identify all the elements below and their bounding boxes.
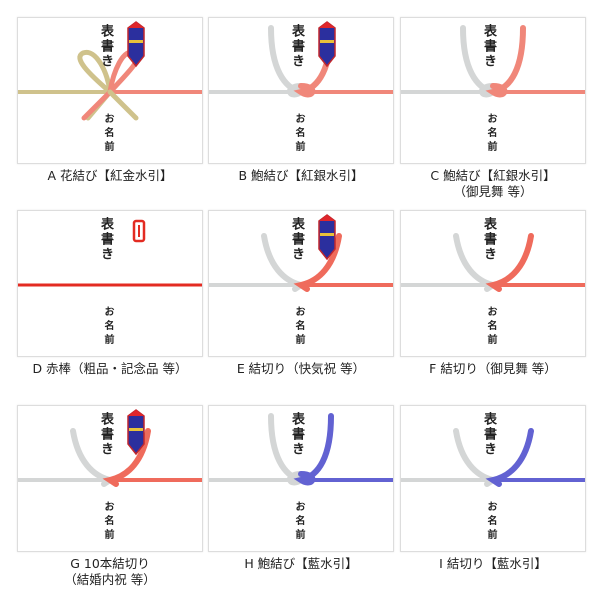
name-label: お名前	[293, 306, 304, 348]
name-label: お名前	[293, 501, 304, 543]
noshi-option-g[interactable]: 表書きお名前 G 10本結切り （結婚内祝 等）	[17, 405, 203, 588]
mizuhiki-cord	[18, 409, 202, 487]
omotegaki-label: 表書き	[289, 24, 304, 69]
noshi-preview: 表書き お名前	[17, 405, 203, 552]
name-label: お名前	[102, 501, 113, 543]
caption-main: A 花結び【紅金水引】	[47, 168, 173, 183]
caption-main: E 結切り（快気祝 等）	[236, 361, 366, 376]
caption-sub: （御見舞 等）	[453, 184, 533, 199]
noshi-ornament-icon	[127, 21, 145, 68]
noshi-option-e[interactable]: 表書きお名前 E 結切り（快気祝 等）	[208, 210, 394, 377]
noshi-option-a[interactable]: 表書きお名前 A 花結び【紅金水引】	[17, 17, 203, 184]
mizuhiki-cord	[401, 25, 585, 98]
noshi-preview: 表書き お名前	[208, 210, 394, 357]
mizuhiki-cord	[209, 21, 393, 98]
omotegaki-label: 表書き	[98, 24, 113, 69]
noshi-stamp-icon	[132, 219, 146, 243]
caption-main: B 鮑結び【紅銀水引】	[238, 168, 364, 183]
omotegaki-label: 表書き	[481, 412, 496, 457]
noshi-ornament-icon	[318, 214, 336, 261]
noshi-option-d[interactable]: 表書きお名前 D 赤棒（粗品・記念品 等）	[17, 210, 203, 377]
noshi-preview: 表書き お名前	[208, 405, 394, 552]
noshi-ornament-icon	[127, 409, 145, 456]
omotegaki-label: 表書き	[481, 217, 496, 262]
noshi-preview: 表書き お名前	[400, 210, 586, 357]
caption-main: G 10本結切り	[70, 556, 150, 571]
omotegaki-label: 表書き	[289, 217, 304, 262]
noshi-caption: B 鮑結び【紅銀水引】	[208, 168, 394, 184]
noshi-option-i[interactable]: 表書きお名前 I 結切り【藍水引】	[400, 405, 586, 572]
caption-main: D 赤棒（粗品・記念品 等）	[32, 361, 188, 376]
name-label: お名前	[102, 113, 113, 155]
name-label: お名前	[485, 306, 496, 348]
noshi-caption: H 鮑結び【藍水引】	[208, 556, 394, 572]
noshi-caption: C 鮑結び【紅銀水引】 （御見舞 等）	[400, 168, 586, 200]
caption-sub: （結婚内祝 等）	[64, 572, 156, 587]
name-label: お名前	[485, 113, 496, 155]
mizuhiki-cord	[18, 219, 202, 287]
noshi-caption: E 結切り（快気祝 等）	[208, 361, 394, 377]
noshi-option-h[interactable]: 表書きお名前 H 鮑結び【藍水引】	[208, 405, 394, 572]
omotegaki-label: 表書き	[98, 217, 113, 262]
noshi-caption: D 赤棒（粗品・記念品 等）	[17, 361, 203, 377]
noshi-ornament-icon	[318, 21, 336, 68]
noshi-preview: 表書き お名前	[400, 405, 586, 552]
noshi-option-f[interactable]: 表書きお名前 F 結切り（御見舞 等）	[400, 210, 586, 377]
noshi-option-b[interactable]: 表書きお名前 B 鮑結び【紅銀水引】	[208, 17, 394, 184]
noshi-caption: I 結切り【藍水引】	[400, 556, 586, 572]
caption-main: F 結切り（御見舞 等）	[429, 361, 557, 376]
noshi-caption: A 花結び【紅金水引】	[17, 168, 203, 184]
mizuhiki-cord	[401, 233, 585, 292]
noshi-preview: 表書き お名前	[208, 17, 394, 164]
name-label: お名前	[102, 306, 113, 348]
mizuhiki-cord	[209, 214, 393, 292]
mizuhiki-cord	[18, 21, 202, 121]
mizuhiki-cord	[209, 413, 393, 486]
caption-main: C 鮑結び【紅銀水引】	[430, 168, 556, 183]
noshi-caption: G 10本結切り （結婚内祝 等）	[17, 556, 203, 588]
noshi-option-c[interactable]: 表書きお名前 C 鮑結び【紅銀水引】 （御見舞 等）	[400, 17, 586, 200]
noshi-preview: 表書き お名前	[17, 210, 203, 357]
noshi-preview: 表書き お名前	[400, 17, 586, 164]
noshi-caption: F 結切り（御見舞 等）	[400, 361, 586, 377]
omotegaki-label: 表書き	[481, 24, 496, 69]
noshi-preview: 表書き お名前	[17, 17, 203, 164]
mizuhiki-cord	[401, 428, 585, 487]
caption-main: H 鮑結び【藍水引】	[244, 556, 358, 571]
name-label: お名前	[485, 501, 496, 543]
name-label: お名前	[293, 113, 304, 155]
caption-main: I 結切り【藍水引】	[439, 556, 547, 571]
omotegaki-label: 表書き	[98, 412, 113, 457]
omotegaki-label: 表書き	[289, 412, 304, 457]
